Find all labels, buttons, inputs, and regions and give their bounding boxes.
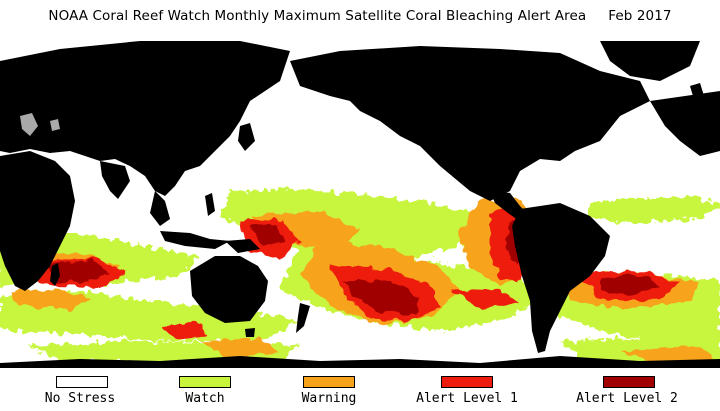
southeast-asia — [150, 191, 170, 226]
aral-sea — [50, 119, 60, 131]
madagascar — [50, 263, 60, 286]
philippines — [205, 193, 215, 216]
north-america — [290, 46, 650, 201]
title-text: NOAA Coral Reef Watch Monthly Maximum Sa… — [48, 8, 587, 24]
legend-label-watch: Watch — [185, 391, 225, 406]
australia — [190, 256, 268, 323]
map-title: NOAA Coral Reef Watch Monthly Maximum Sa… — [0, 8, 720, 24]
europe-east — [650, 91, 720, 156]
legend-swatch-no-stress — [56, 376, 108, 388]
new-zealand — [296, 303, 310, 333]
legend-swatch-watch — [179, 376, 231, 388]
land — [0, 41, 720, 368]
title-date: Feb 2017 — [608, 8, 672, 24]
legend-swatch-alert-level-1 — [441, 376, 493, 388]
tasmania — [245, 328, 255, 337]
indonesia — [160, 231, 230, 249]
greenland — [600, 41, 700, 81]
legend-swatch-warning — [303, 376, 355, 388]
india — [100, 161, 130, 199]
legend-swatch-alert-level-2 — [603, 376, 655, 388]
south-america — [512, 203, 610, 353]
caspian-sea — [20, 113, 38, 136]
world-map — [0, 41, 720, 368]
antarctica — [0, 356, 720, 368]
legend-label-alert-level-2: Alert Level 2 — [576, 391, 678, 406]
africa — [0, 151, 75, 291]
eurasia — [0, 41, 290, 196]
legend-label-alert-level-1: Alert Level 1 — [416, 391, 518, 406]
legend: No Stress Watch Warning Alert Level 1 Al… — [0, 370, 720, 411]
lakes — [20, 113, 60, 136]
new-guinea — [225, 239, 260, 253]
legend-label-warning: Warning — [301, 391, 357, 406]
legend-label-no-stress: No Stress — [44, 391, 116, 406]
map-canvas — [0, 41, 720, 368]
japan — [238, 123, 255, 151]
